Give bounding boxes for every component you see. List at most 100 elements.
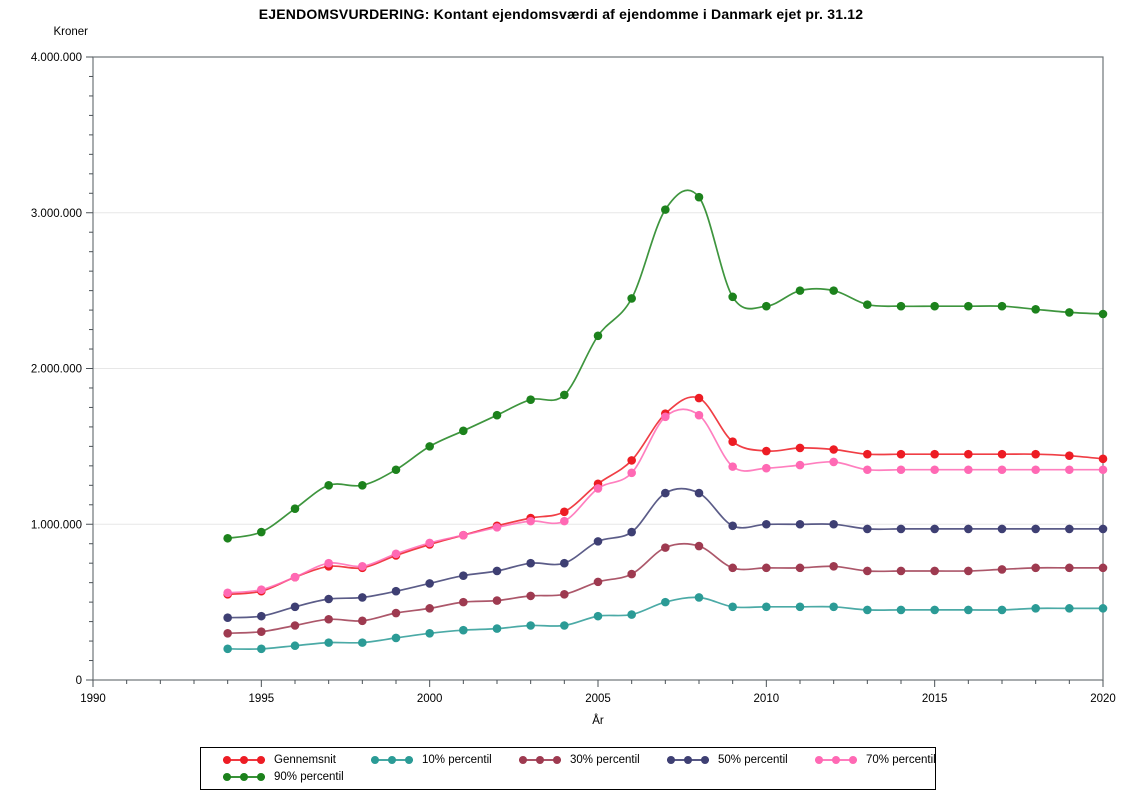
data-point-70-percentil — [627, 468, 636, 478]
data-point-90-percentil — [795, 286, 805, 295]
y-axis-title: Kroner — [53, 26, 88, 38]
data-point-gennemsnit — [728, 437, 737, 447]
legend-item-10-percentil: 10% percentil — [369, 752, 517, 768]
data-point-50-percentil — [694, 488, 704, 498]
data-point-70-percentil — [694, 410, 704, 420]
data-point-gennemsnit — [694, 393, 704, 403]
data-point-gennemsnit — [896, 449, 906, 459]
x-tick-label: 2000 — [417, 693, 443, 705]
data-point-30-percentil — [795, 563, 805, 573]
data-point-90-percentil — [492, 410, 502, 420]
data-point-70-percentil — [1065, 465, 1074, 475]
data-point-50-percentil — [223, 613, 232, 622]
x-axis-title: År — [592, 715, 604, 727]
data-point-gennemsnit — [1098, 454, 1108, 464]
data-point-10-percentil — [627, 610, 636, 619]
data-point-90-percentil — [829, 286, 838, 295]
data-point-30-percentil — [492, 596, 502, 605]
legend-item-50-percentil: 50% percentil — [665, 752, 813, 768]
data-point-10-percentil — [459, 625, 468, 635]
data-point-30-percentil — [391, 608, 401, 618]
data-point-gennemsnit — [795, 443, 805, 453]
y-tick-label: 1.000.000 — [31, 519, 82, 531]
data-point-gennemsnit — [997, 449, 1007, 459]
data-point-90-percentil — [930, 301, 939, 311]
data-point-30-percentil — [290, 621, 300, 630]
data-point-50-percentil — [257, 611, 266, 621]
y-tick-label: 0 — [76, 675, 82, 687]
data-point-10-percentil — [930, 605, 939, 615]
data-point-10-percentil — [728, 602, 737, 612]
data-point-90-percentil — [627, 294, 636, 303]
data-point-10-percentil — [863, 605, 872, 615]
data-point-90-percentil — [694, 192, 704, 202]
page-title: EJENDOMSVURDERING: Kontant ejendomsværdi… — [258, 6, 864, 22]
data-point-70-percentil — [492, 523, 502, 532]
data-point-10-percentil — [358, 638, 367, 647]
data-point-gennemsnit — [930, 449, 939, 459]
data-point-10-percentil — [526, 621, 535, 630]
legend-item-70-percentil: 70% percentil — [813, 752, 936, 768]
data-point-50-percentil — [930, 524, 939, 534]
data-point-gennemsnit — [1031, 449, 1040, 459]
data-point-90-percentil — [257, 527, 266, 537]
legend-label: 30% percentil — [570, 754, 640, 766]
data-point-gennemsnit — [627, 456, 636, 465]
data-point-30-percentil — [425, 604, 434, 613]
data-point-70-percentil — [459, 530, 468, 540]
data-point-10-percentil — [391, 633, 401, 643]
y-tick-label: 4.000.000 — [31, 52, 82, 64]
data-point-70-percentil — [762, 463, 771, 473]
legend-series-marker-icon — [667, 756, 709, 764]
data-point-10-percentil — [560, 621, 569, 630]
data-point-70-percentil — [391, 549, 401, 559]
data-point-50-percentil — [627, 527, 636, 537]
data-point-50-percentil — [391, 586, 401, 596]
legend-label: Gennemsnit — [274, 754, 337, 766]
data-point-50-percentil — [593, 537, 603, 546]
data-point-10-percentil — [762, 602, 771, 612]
legend-item-30-percentil: 30% percentil — [517, 752, 665, 768]
data-point-30-percentil — [223, 628, 232, 638]
data-point-50-percentil — [964, 524, 973, 534]
y-tick-label: 2.000.000 — [31, 364, 82, 376]
data-point-70-percentil — [964, 465, 973, 475]
data-point-50-percentil — [829, 519, 838, 529]
data-point-30-percentil — [593, 577, 603, 587]
legend-label: 70% percentil — [866, 754, 936, 766]
data-point-90-percentil — [964, 301, 973, 311]
data-point-10-percentil — [593, 611, 603, 621]
data-point-70-percentil — [290, 572, 300, 582]
data-point-10-percentil — [1031, 604, 1040, 613]
legend-label: 10% percentil — [422, 754, 492, 766]
data-point-10-percentil — [1098, 604, 1108, 613]
data-point-90-percentil — [459, 426, 468, 436]
data-point-50-percentil — [896, 524, 906, 534]
data-point-10-percentil — [661, 597, 670, 607]
data-point-70-percentil — [560, 516, 569, 526]
y-tick-label: 3.000.000 — [31, 208, 82, 220]
data-point-30-percentil — [1031, 563, 1040, 573]
data-point-90-percentil — [391, 465, 401, 475]
data-point-gennemsnit — [560, 507, 569, 517]
data-point-50-percentil — [324, 594, 333, 604]
data-point-90-percentil — [560, 390, 569, 400]
data-point-10-percentil — [1065, 604, 1074, 613]
data-point-10-percentil — [257, 644, 266, 654]
data-point-10-percentil — [896, 605, 906, 615]
data-point-50-percentil — [863, 524, 872, 534]
data-point-50-percentil — [358, 593, 367, 602]
data-point-90-percentil — [661, 205, 670, 214]
data-point-70-percentil — [863, 465, 872, 475]
legend-item-90-percentil: 90% percentil — [221, 769, 369, 785]
data-point-70-percentil — [1031, 465, 1040, 475]
data-point-30-percentil — [694, 541, 704, 551]
data-point-10-percentil — [694, 593, 704, 602]
data-point-50-percentil — [795, 519, 805, 529]
data-point-30-percentil — [964, 566, 973, 576]
data-point-10-percentil — [795, 602, 805, 612]
data-point-90-percentil — [997, 301, 1007, 311]
data-point-50-percentil — [728, 521, 737, 531]
data-point-30-percentil — [459, 597, 468, 607]
legend: Gennemsnit 10% percentil 30% percentil 50% … — [200, 747, 936, 790]
